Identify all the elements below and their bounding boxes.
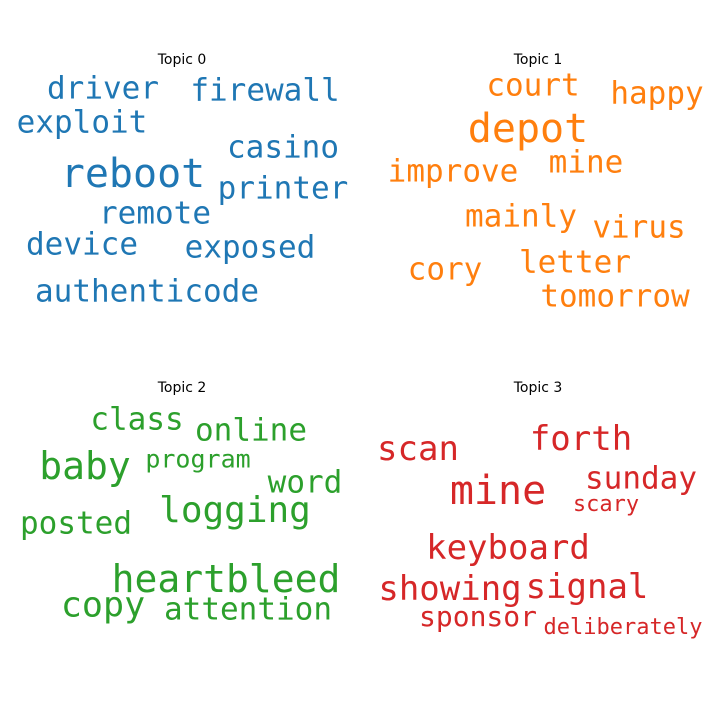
word-logging: logging	[159, 490, 311, 531]
word-virus: virus	[592, 209, 686, 246]
word-scary: scary	[572, 492, 640, 517]
word-driver: driver	[47, 70, 159, 107]
word-attention: attention	[164, 591, 332, 628]
word-forth: forth	[529, 419, 633, 459]
wordcloud-topic-3: Topic 3 forth scan mine sunday scary key…	[360, 360, 720, 720]
word-posted: posted	[20, 505, 132, 542]
word-mine: mine	[449, 468, 547, 514]
topic-title: Topic 2	[157, 380, 207, 396]
word-device: device	[26, 226, 138, 263]
word-exposed: exposed	[184, 229, 316, 266]
topic-title: Topic 3	[513, 380, 563, 396]
word-keyboard: keyboard	[426, 528, 590, 568]
word-baby: baby	[39, 444, 131, 488]
wordcloud-topic-1: Topic 1 court happy depot improve mine m…	[360, 0, 720, 360]
word-remote: remote	[99, 195, 211, 232]
word-court: court	[486, 67, 580, 104]
word-mainly: mainly	[465, 198, 577, 235]
wordcloud-topic-2: Topic 2 class online baby program word p…	[0, 360, 360, 720]
word-firewall: firewall	[190, 72, 340, 109]
word-improve: improve	[387, 153, 519, 190]
word-showing: showing	[378, 569, 522, 609]
word-casino: casino	[227, 129, 339, 166]
word-reboot: reboot	[60, 151, 206, 197]
word-sunday: sunday	[585, 460, 697, 497]
word-cory: cory	[407, 251, 483, 288]
word-online: online	[195, 412, 307, 449]
word-mine: mine	[548, 144, 624, 181]
word-deliberately: deliberately	[543, 615, 703, 640]
topic-title: Topic 0	[157, 52, 207, 68]
word-printer: printer	[217, 170, 349, 207]
word-happy: happy	[610, 75, 704, 112]
word-heartbleed: heartbleed	[111, 557, 341, 601]
word-tomorrow: tomorrow	[540, 278, 690, 315]
word-signal: signal	[525, 567, 649, 607]
word-word: word	[267, 464, 343, 501]
word-exploit: exploit	[16, 104, 148, 141]
wordcloud-topic-0: Topic 0 driver firewall exploit casino r…	[0, 0, 360, 360]
topic-title: Topic 1	[513, 52, 563, 68]
word-sponsor: sponsor	[418, 600, 538, 633]
word-authenticode: authenticode	[35, 273, 259, 310]
word-depot: depot	[467, 106, 589, 152]
word-class: class	[90, 401, 184, 438]
word-letter: letter	[519, 244, 631, 281]
word-scan: scan	[377, 429, 459, 469]
word-copy: copy	[60, 585, 146, 626]
word-program: program	[145, 444, 251, 474]
